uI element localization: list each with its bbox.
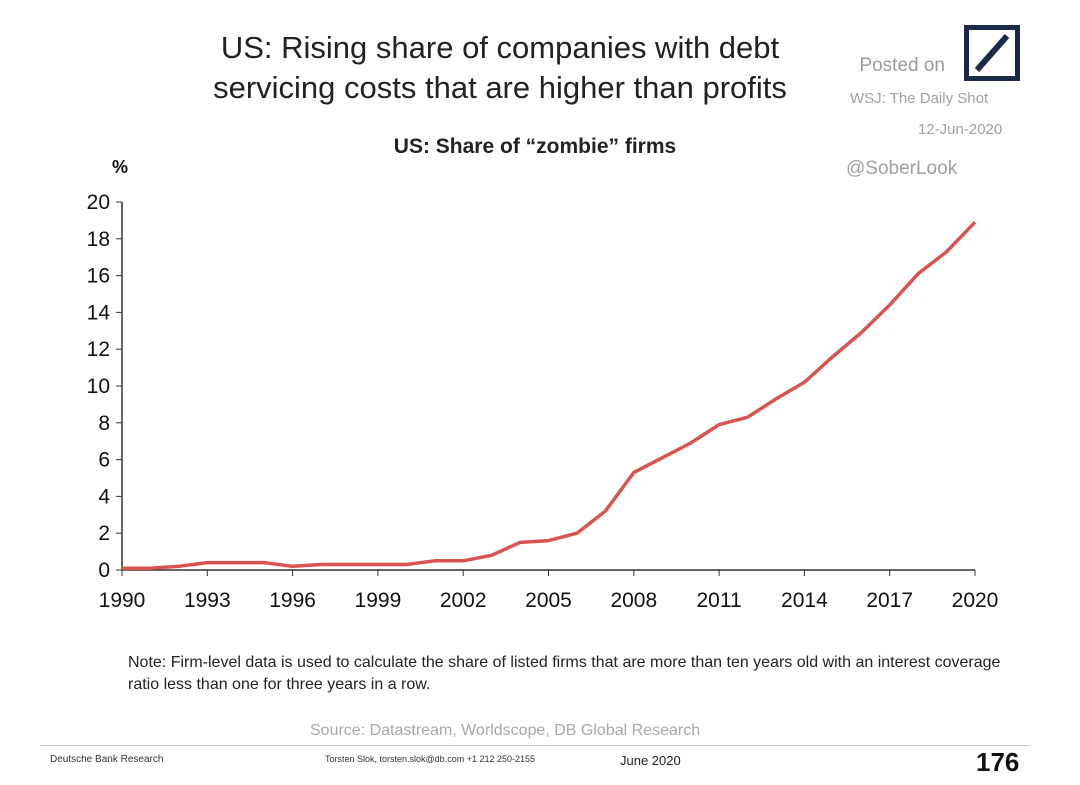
publication-label: WSJ: The Daily Shot (850, 90, 989, 107)
page-title: US: Rising share of companies with debt … (150, 28, 850, 108)
footer-contact: Torsten Slok, torsten.slok@db.com +1 212… (325, 754, 536, 764)
y-axis-label: % (112, 157, 128, 177)
y-tick-label: 2 (98, 522, 110, 545)
title-line-1: US: Rising share of companies with debt (220, 30, 780, 65)
x-tick-label: 2011 (697, 589, 742, 612)
series-layer (122, 220, 977, 570)
posted-date: 12-Jun-2020 (918, 121, 1003, 138)
x-tick-label: 2020 (952, 589, 999, 612)
x-tick-label: 2014 (781, 589, 828, 612)
x-tick-label: 1999 (355, 589, 402, 612)
footer-org: Deutsche Bank Research (50, 754, 164, 765)
y-tick-label: 0 (98, 559, 110, 582)
logo-slash-icon (974, 34, 1010, 72)
y-tick-label: 4 (98, 485, 110, 508)
source-label: Source: Datastream, Worldscope, DB Globa… (310, 722, 701, 739)
chart-title: US: Share of “zombie” firms (394, 135, 676, 158)
x-tick-label: 2002 (440, 589, 487, 612)
page-number: 176 (976, 747, 1020, 777)
deutsche-bank-logo (964, 25, 1020, 81)
x-tick-label: 1996 (269, 589, 316, 612)
footer-date: June 2020 (620, 753, 681, 768)
x-tick-label: 1990 (99, 589, 146, 612)
y-tick-label: 16 (87, 265, 110, 288)
chart-note: Note: Firm-level data is used to calcula… (128, 654, 1001, 693)
x-tick-label: 2017 (866, 589, 913, 612)
y-tick-label: 12 (87, 338, 110, 361)
y-tick-label: 20 (87, 191, 110, 214)
footer-divider (40, 745, 1030, 746)
x-tick-label: 2005 (525, 589, 572, 612)
handle-label: @SoberLook (846, 158, 958, 179)
zombie-share-series-line (122, 220, 977, 570)
y-tick-label: 18 (87, 228, 110, 251)
posted-on-label: Posted on (859, 55, 945, 76)
y-tick-label: 8 (98, 412, 110, 435)
x-ticks: 1990 1993 1996 1999 2002 2005 2008 2011 2014 2017… (99, 570, 999, 612)
y-tick-label: 6 (98, 449, 110, 472)
x-tick-label: 1993 (184, 589, 231, 612)
y-tick-label: 10 (87, 375, 110, 398)
y-ticks: 0 2 4 6 8 10 12 14 16 18 20 (87, 191, 122, 582)
title-line-2: servicing costs that are higher than pro… (213, 70, 787, 105)
y-tick-label: 14 (87, 301, 111, 324)
x-tick-label: 2008 (610, 589, 657, 612)
